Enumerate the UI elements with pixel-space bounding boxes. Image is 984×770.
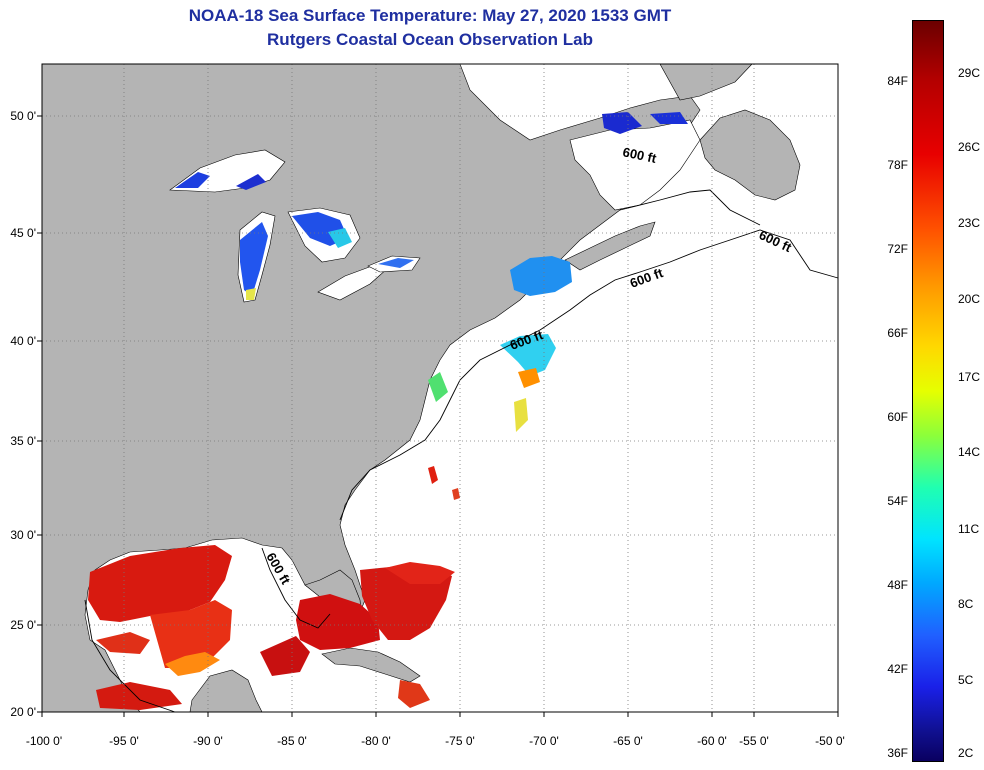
lat-label-50: 50 0' xyxy=(10,109,36,123)
colorbar-c-label: 29C xyxy=(958,66,981,80)
colorbar-f-label: 66F xyxy=(887,326,908,340)
colorbar-f-label: 78F xyxy=(887,158,908,172)
title-line-1: NOAA-18 Sea Surface Temperature: May 27,… xyxy=(188,6,672,25)
map-frame xyxy=(41,63,839,713)
colorbar-c-label: 23C xyxy=(958,216,981,230)
isobath-label: 600 ft xyxy=(621,144,658,166)
land-nova-scotia xyxy=(564,221,656,271)
lon-label-75: -75 0' xyxy=(445,734,475,748)
lon-label-100: -100 0' xyxy=(25,734,63,748)
colorbar-f-label: 54F xyxy=(887,494,908,508)
lon-label-65: -65 0' xyxy=(613,734,643,748)
colorbar-f-label: 36F xyxy=(887,746,908,760)
lat-label-25: 25 0' xyxy=(10,618,36,632)
lon-label-55: -55 0' xyxy=(739,734,769,748)
colorbar-c-label: 14C xyxy=(958,445,981,459)
lat-label-45: 45 0' xyxy=(10,226,36,240)
temperature-colorbar xyxy=(912,20,944,762)
land-cuba xyxy=(321,647,421,683)
axis-ticks xyxy=(37,115,839,717)
colorbar-f-label: 42F xyxy=(887,662,908,676)
colorbar-c-label: 17C xyxy=(958,370,981,384)
lat-label-20: 20 0' xyxy=(10,705,36,719)
colorbar-c-label: 5C xyxy=(958,673,974,687)
colorbar-c-label: 8C xyxy=(958,597,974,611)
title-line-2: Rutgers Coastal Ocean Observation Lab xyxy=(267,30,593,49)
lon-label-50: -50 0' xyxy=(815,734,845,748)
sst-map: 600 ft 600 ft 600 ft 600 ft 600 ft xyxy=(37,63,839,717)
lon-label-90: -90 0' xyxy=(193,734,223,748)
lon-label-70: -70 0' xyxy=(529,734,559,748)
lon-label-80: -80 0' xyxy=(361,734,391,748)
lon-label-60: -60 0' xyxy=(697,734,727,748)
colorbar-c-label: 11C xyxy=(958,522,980,536)
colorbar-f-label: 84F xyxy=(887,74,908,88)
graticule xyxy=(42,64,838,712)
colorbar-c-label: 26C xyxy=(958,140,981,154)
lat-label-30: 30 0' xyxy=(10,528,36,542)
colorbar-f-label: 48F xyxy=(887,578,908,592)
sst-data-layer xyxy=(88,112,688,710)
colorbar-c-label: 20C xyxy=(958,292,981,306)
lon-label-85: -85 0' xyxy=(277,734,307,748)
lat-label-40: 40 0' xyxy=(10,334,36,348)
colorbar-c-label: 2C xyxy=(958,746,974,760)
colorbar-f-label: 72F xyxy=(887,242,908,256)
gulf-st-lawrence xyxy=(569,119,701,211)
isobath-600ft xyxy=(84,189,839,713)
lon-label-95: -95 0' xyxy=(109,734,139,748)
colorbar-f-label: 60F xyxy=(887,410,908,424)
land-newfoundland xyxy=(699,109,801,201)
lat-label-35: 35 0' xyxy=(10,434,36,448)
